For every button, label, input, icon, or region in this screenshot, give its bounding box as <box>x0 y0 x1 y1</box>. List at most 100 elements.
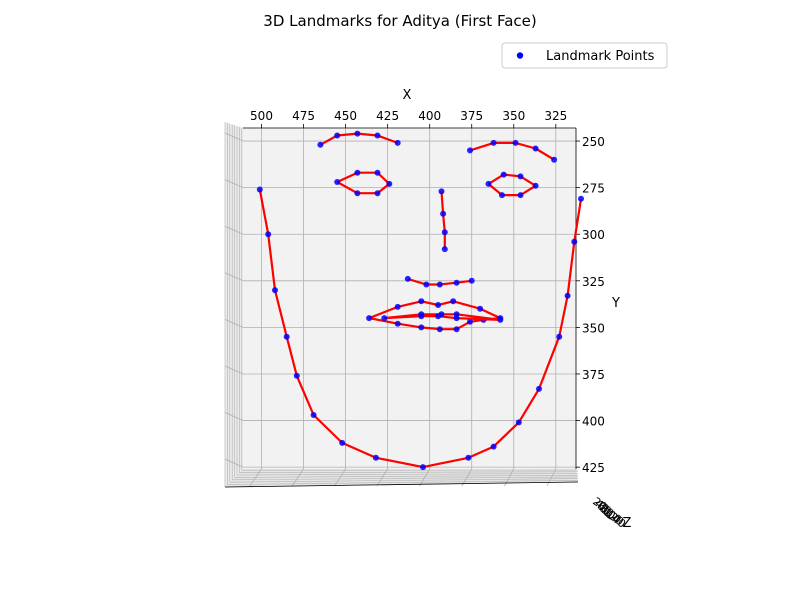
landmark-point <box>374 132 381 139</box>
landmark-point <box>394 139 401 146</box>
landmark-point <box>564 292 571 299</box>
landmark-point <box>354 169 361 176</box>
x-tick-label: 350 <box>502 109 525 123</box>
y-pane-grid-line <box>224 179 244 188</box>
landmark-point <box>418 298 425 305</box>
y-tick-label: 425 <box>582 461 605 475</box>
landmark-point <box>334 132 341 139</box>
landmark-point <box>467 147 473 154</box>
landmark-point <box>334 179 341 185</box>
landmark-point <box>310 412 317 418</box>
landmark-point <box>394 320 401 327</box>
landmark-group-nose-bridge <box>438 188 448 253</box>
x-tick-label: 375 <box>460 109 483 123</box>
landmark-point <box>490 139 497 146</box>
landmark-group-nose-bottom <box>404 275 475 288</box>
landmark-point <box>499 192 505 199</box>
landmark-point <box>374 169 381 176</box>
landmark-point <box>532 145 539 152</box>
landmark-point <box>435 302 442 308</box>
landmark-point <box>515 419 522 426</box>
y-pane-grid-line <box>224 412 244 421</box>
landmark-point <box>485 180 492 187</box>
landmark-point <box>436 281 443 288</box>
landmark-group-left-eyebrow <box>467 139 558 163</box>
back-pane <box>243 128 576 469</box>
landmark-group-left-eye <box>485 171 539 199</box>
y-tick-label: 275 <box>582 182 605 196</box>
z-floor-grid-line <box>227 480 579 485</box>
y-axis-label: Y <box>611 296 620 311</box>
bottom-pane <box>225 469 578 487</box>
legend-box <box>501 42 668 69</box>
legend[interactable]: Landmark Points <box>501 42 668 69</box>
y-pane-grid-line <box>224 365 244 375</box>
landmark-point <box>450 298 457 305</box>
landmark-point <box>467 318 473 325</box>
legend-label: Landmark Points <box>546 49 655 64</box>
landmark-point <box>354 190 361 197</box>
landmark-point <box>372 454 379 461</box>
y-pane-grid-line <box>224 225 244 235</box>
landmark-point <box>293 372 300 379</box>
landmark-point <box>517 192 524 199</box>
landmark-point <box>436 326 443 333</box>
landmark-point <box>512 139 519 146</box>
landmark-group-jaw <box>256 186 584 471</box>
x-tick-label: 325 <box>544 109 567 123</box>
x-axis-label: X <box>403 88 412 103</box>
landmark-point <box>440 210 447 217</box>
landmark-point <box>339 439 346 446</box>
x-tick-label: 475 <box>292 109 315 123</box>
landmark-point <box>532 182 539 189</box>
landmark-point <box>381 315 388 322</box>
landmark-point <box>571 238 578 245</box>
landmark-point <box>441 246 448 253</box>
landmark-point <box>386 180 393 187</box>
z-floor-grid-line <box>236 473 579 476</box>
legend-marker <box>516 52 524 59</box>
landmark-point <box>497 316 504 323</box>
landmark-point <box>536 385 542 392</box>
z-floor-grid-line <box>234 474 579 478</box>
y-pane-grid-line <box>224 319 244 328</box>
landmark-point <box>438 188 445 195</box>
chart-title: 3D Landmarks for Aditya (First Face) <box>263 12 536 30</box>
z-axis-line <box>224 481 579 488</box>
landmark-point <box>283 333 290 340</box>
landmark-point <box>418 313 425 320</box>
axis-lines <box>224 124 580 488</box>
landmark-point <box>366 315 373 322</box>
landmark-group-right-eye <box>334 169 393 197</box>
landmark-point <box>435 313 442 320</box>
landmark-point <box>465 454 472 461</box>
y-tick-label: 300 <box>582 228 605 242</box>
landmark-point <box>500 171 507 178</box>
y-pane-grid-line <box>224 272 244 282</box>
landmark-point <box>490 443 497 450</box>
x-floor-grid-line <box>376 468 388 487</box>
x-tick-label: 425 <box>376 109 399 123</box>
z-floor-grid-line <box>239 471 579 473</box>
landmark-point <box>418 324 425 331</box>
x-tick-label: 500 <box>250 109 273 123</box>
landmark-point <box>453 279 460 286</box>
z-axis-label: Z <box>623 516 632 531</box>
landmark-point <box>578 195 584 202</box>
landmark-point <box>265 231 272 238</box>
landmark-point <box>374 190 381 197</box>
z-floor-grid-line <box>229 478 579 483</box>
z-floor-grid-line <box>232 476 579 481</box>
x-tick-label: 400 <box>418 109 441 123</box>
landmark-point <box>423 281 430 288</box>
y-tick-label: 325 <box>582 275 605 289</box>
landmark-group-inner-lip <box>381 311 504 323</box>
landmark-point <box>256 186 263 193</box>
landmark-group-right-eyebrow <box>317 130 401 148</box>
x-floor-grid-line <box>419 468 431 487</box>
landmark-point <box>404 275 411 282</box>
landmark-point <box>420 464 426 471</box>
landmark-point <box>272 287 278 294</box>
landmark-series <box>256 130 584 471</box>
